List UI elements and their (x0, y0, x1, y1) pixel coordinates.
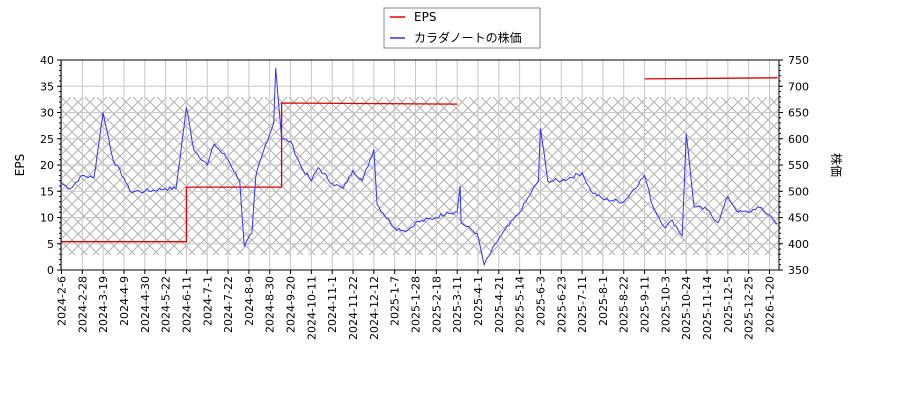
x-tick-label: 2024-2-28 (76, 276, 89, 333)
x-tick-label: 2024-3-19 (97, 276, 110, 333)
x-tick-label: 2024-4-30 (139, 276, 152, 333)
right-tick-label: 500 (788, 185, 809, 198)
x-tick-label: 2025-8-22 (618, 276, 631, 333)
x-tick-label: 2024-11-1 (326, 276, 339, 333)
x-tick-label: 2024-8-30 (264, 276, 277, 333)
right-tick-label: 350 (788, 264, 809, 277)
x-tick-label: 2025-4-21 (493, 276, 506, 333)
x-tick-label: 2024-6-11 (180, 276, 193, 333)
left-tick-label: 5 (47, 238, 54, 251)
left-tick-label: 35 (40, 80, 54, 93)
eps-line (61, 102, 458, 243)
x-tick-label: 2024-10-11 (305, 276, 318, 340)
x-tick-label: 2024-5-22 (160, 276, 173, 333)
right-tick-label: 550 (788, 159, 809, 172)
x-tick-label: 2024-2-6 (56, 276, 69, 326)
x-tick-label: 2025-7-11 (576, 276, 589, 333)
x-tick-label: 2025-5-14 (514, 276, 527, 333)
left-axis-title: EPS (13, 154, 27, 176)
left-tick-label: 10 (40, 212, 54, 225)
x-tick-label: 2025-1-7 (389, 276, 402, 326)
x-tick-label: 2024-7-22 (222, 276, 235, 333)
left-tick-label: 0 (47, 264, 54, 277)
grid-lines (61, 59, 779, 271)
left-tick-label: 20 (40, 159, 54, 172)
left-tick-label: 25 (40, 133, 54, 146)
legend-eps-label: EPS (414, 10, 436, 24)
x-tick-label: 2025-3-11 (451, 276, 464, 333)
left-axis: 0 5 10 15 20 25 30 35 40 (40, 54, 61, 277)
x-tick-label: 2025-8-1 (597, 276, 610, 326)
right-tick-label: 750 (788, 54, 809, 67)
x-tick-label: 2025-4-1 (472, 276, 485, 326)
x-axis: 2024-2-6 2024-2-28 2024-3-19 2024-4-9 2024-4… (56, 270, 777, 340)
legend: EPS カラダノートの株価 (383, 7, 541, 49)
right-tick-label: 400 (788, 238, 809, 251)
x-tick-label: 2025-10-3 (659, 276, 672, 333)
legend-box (383, 7, 541, 49)
left-tick-label: 30 (40, 107, 54, 120)
left-tick-label: 40 (40, 54, 54, 67)
price-line (61, 67, 778, 267)
left-tick-label: 15 (40, 185, 54, 198)
x-tick-label: 2024-12-12 (368, 276, 381, 340)
series-lines (61, 67, 778, 267)
right-axis-title: 株価 (829, 153, 844, 177)
right-axis: 350 400 450 500 550 600 650 700 750 (779, 54, 809, 277)
x-tick-label: 2025-1-28 (410, 276, 423, 333)
x-tick-label: 2025-6-23 (555, 276, 568, 333)
x-tick-label: 2025-2-18 (430, 276, 443, 333)
x-tick-label: 2024-9-20 (285, 276, 298, 333)
x-tick-label: 2025-10-24 (680, 276, 693, 340)
x-tick-label: 2025-9-11 (639, 276, 652, 333)
x-tick-label: 2024-11-22 (347, 276, 360, 340)
x-tick-label: 2025-6-3 (534, 276, 547, 326)
legend-price-label: カラダノートの株価 (414, 30, 522, 45)
right-tick-label: 650 (788, 107, 809, 120)
x-tick-label: 2025-12-25 (743, 276, 756, 340)
x-tick-label: 2025-12-5 (722, 276, 735, 333)
x-tick-label: 2024-7-1 (201, 276, 214, 326)
x-tick-label: 2024-4-9 (118, 276, 131, 326)
right-tick-label: 450 (788, 212, 809, 225)
right-tick-label: 600 (788, 133, 809, 146)
x-tick-label: 2024-8-9 (243, 276, 256, 326)
hatched-band (61, 97, 779, 255)
eps-line-segment-2 (644, 77, 778, 80)
right-tick-label: 700 (788, 80, 809, 93)
x-tick-label: 2026-1-20 (764, 276, 777, 333)
x-tick-label: 2025-11-14 (701, 276, 714, 340)
